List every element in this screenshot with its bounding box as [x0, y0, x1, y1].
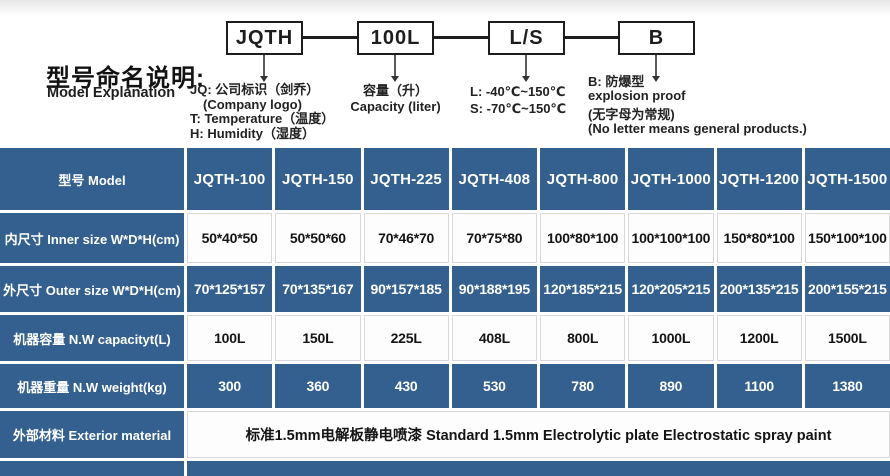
- arrow-down-line: [263, 55, 265, 76]
- table-row: 外部材料 Exterior material 标准1.5mm电解板静电喷漆 Sta…: [0, 411, 890, 458]
- model-column-header: JQTH-225: [363, 148, 449, 210]
- connector-line: [432, 36, 490, 39]
- spec-value-cell: 50*40*50: [187, 213, 273, 263]
- flow-box-b: B: [618, 21, 695, 55]
- spec-value-cell: 70*135*167: [275, 266, 361, 312]
- row-label: 外部材料 Exterior material: [0, 411, 184, 458]
- diagram-note-line: JQ: 公司标识（剑乔）: [190, 82, 320, 97]
- spec-value-cell: 120*205*215: [628, 266, 714, 312]
- diagram-note-line: T: Temperature（温度）: [190, 111, 335, 126]
- diagram-title-zh: 型号命名说明:: [46, 65, 205, 92]
- diagram-note-line: 容量（升）: [362, 83, 428, 98]
- model-explanation-diagram: 型号命名说明: Model Explanation JQTH 100L L/S …: [0, 0, 890, 148]
- spec-value-cell: 120*185*215: [540, 266, 626, 312]
- row-label: 内尺寸 Inner size W*D*H(cm): [0, 213, 184, 263]
- diagram-note-line: (Company logo): [203, 96, 302, 112]
- connector-line: [301, 36, 359, 39]
- table-row: 机器重量 N.W weight(kg) 300 360 430 530 780 890 110…: [0, 364, 890, 408]
- top-gradient-shade: [0, 0, 890, 16]
- diagram-note-line: (No letter means general products.): [588, 121, 807, 136]
- flow-box-ls: L/S: [488, 21, 565, 55]
- model-column-header: JQTH-150: [275, 148, 361, 210]
- diagram-note-line: L: -40℃~150℃: [470, 84, 566, 99]
- diagram-note-line: Capacity (liter): [350, 99, 441, 114]
- diagram-note-line: S: -70℃~150℃: [470, 101, 567, 116]
- spec-value-cell: 70*75*80: [451, 213, 537, 263]
- model-column-header: JQTH-408: [451, 148, 537, 210]
- spec-value-cell: 1100: [716, 364, 802, 408]
- spec-table-wrap: 型号 Model JQTH-100 JQTH-150 JQTH-225 JQTH-408…: [0, 148, 890, 476]
- row-label: 外尺寸 Outer size W*D*H(cm): [0, 266, 184, 312]
- spec-value-cell: 150*80*100: [716, 213, 802, 263]
- arrow-down-icon: [652, 76, 660, 82]
- diagram-note-line: explosion proof: [588, 88, 686, 103]
- model-column-header: JQTH-1500: [804, 148, 890, 210]
- spec-value-cell: 1500L: [804, 315, 890, 361]
- notes-capacity: 容量（升） Capacity (liter): [345, 83, 446, 115]
- model-column-header: JQTH-1200: [716, 148, 802, 210]
- spec-value-cell: 90*188*195: [451, 266, 537, 312]
- notes-jqth: JQ: 公司标识（剑乔） (Company logo) T: Temperature…: [190, 82, 335, 141]
- notes-explosion-proof: B: 防爆型 explosion proof (无字母为常规) (No letter …: [588, 75, 807, 136]
- diagram-note-line: B: 防爆型: [588, 74, 645, 89]
- row-label: 机器容量 N.W capacityt(L): [0, 315, 184, 361]
- merged-value-cell: 标准1.5mm电解板静电喷漆 Standard 1.5mm Electrolyt…: [187, 411, 890, 458]
- arrow-down-line: [394, 55, 396, 76]
- spec-value-cell: 360: [275, 364, 361, 408]
- table-header-row: 型号 Model JQTH-100 JQTH-150 JQTH-225 JQTH-408…: [0, 148, 890, 210]
- notes-temperature-range: L: -40℃~150℃ S: -70℃~150℃: [470, 83, 566, 117]
- diagram-note-line: (无字母为常规): [588, 107, 675, 122]
- model-column-header: JQTH-800: [540, 148, 626, 210]
- spec-value-cell: 300: [187, 364, 273, 408]
- row-label: [0, 461, 184, 476]
- table-corner-model-label: 型号 Model: [0, 148, 184, 210]
- arrow-down-icon: [522, 76, 530, 82]
- arrow-down-line: [655, 55, 657, 76]
- spec-value-cell: 200*155*215: [804, 266, 890, 312]
- spec-value-cell: 100L: [187, 315, 273, 361]
- spec-value-cell: 225L: [363, 315, 449, 361]
- spec-value-cell: 1380: [804, 364, 890, 408]
- spec-value-cell: 530: [451, 364, 537, 408]
- spec-value-cell: 780: [540, 364, 626, 408]
- table-row: 内尺寸 Inner size W*D*H(cm) 50*40*50 50*50*60…: [0, 213, 890, 263]
- flow-box-100l: 100L: [357, 21, 434, 55]
- connector-line: [563, 36, 620, 39]
- row-label: 机器重量 N.W weight(kg): [0, 364, 184, 408]
- merged-value-cell: [187, 461, 890, 476]
- flow-box-jqth: JQTH: [226, 21, 303, 55]
- table-row: 机器容量 N.W capacityt(L) 100L 150L 225L 408L 800…: [0, 315, 890, 361]
- spec-value-cell: 1000L: [628, 315, 714, 361]
- diagram-note-line: H: Humidity（湿度）: [190, 125, 315, 141]
- spec-value-cell: 150L: [275, 315, 361, 361]
- spec-value-cell: 408L: [451, 315, 537, 361]
- arrow-down-icon: [391, 76, 399, 82]
- spec-value-cell: 70*125*157: [187, 266, 273, 312]
- spec-value-cell: 1200L: [716, 315, 802, 361]
- arrow-down-line: [525, 55, 527, 76]
- arrow-down-icon: [260, 76, 268, 82]
- spec-value-cell: 90*157*185: [363, 266, 449, 312]
- model-column-header: JQTH-1000: [628, 148, 714, 210]
- spec-value-cell: 800L: [540, 315, 626, 361]
- spec-value-cell: 200*135*215: [716, 266, 802, 312]
- spec-value-cell: 70*46*70: [363, 213, 449, 263]
- table-row: 外尺寸 Outer size W*D*H(cm) 70*125*157 70*135…: [0, 266, 890, 312]
- spec-value-cell: 100*80*100: [540, 213, 626, 263]
- diagram-title-en: Model Explanation: [47, 85, 176, 101]
- spec-value-cell: 100*100*100: [628, 213, 714, 263]
- model-column-header: JQTH-100: [187, 148, 273, 210]
- table-row: [0, 461, 890, 476]
- spec-value-cell: 50*50*60: [275, 213, 361, 263]
- spec-value-cell: 430: [363, 364, 449, 408]
- spec-value-cell: 150*100*100: [804, 213, 890, 263]
- spec-value-cell: 890: [628, 364, 714, 408]
- spec-table: 型号 Model JQTH-100 JQTH-150 JQTH-225 JQTH-408…: [0, 148, 890, 476]
